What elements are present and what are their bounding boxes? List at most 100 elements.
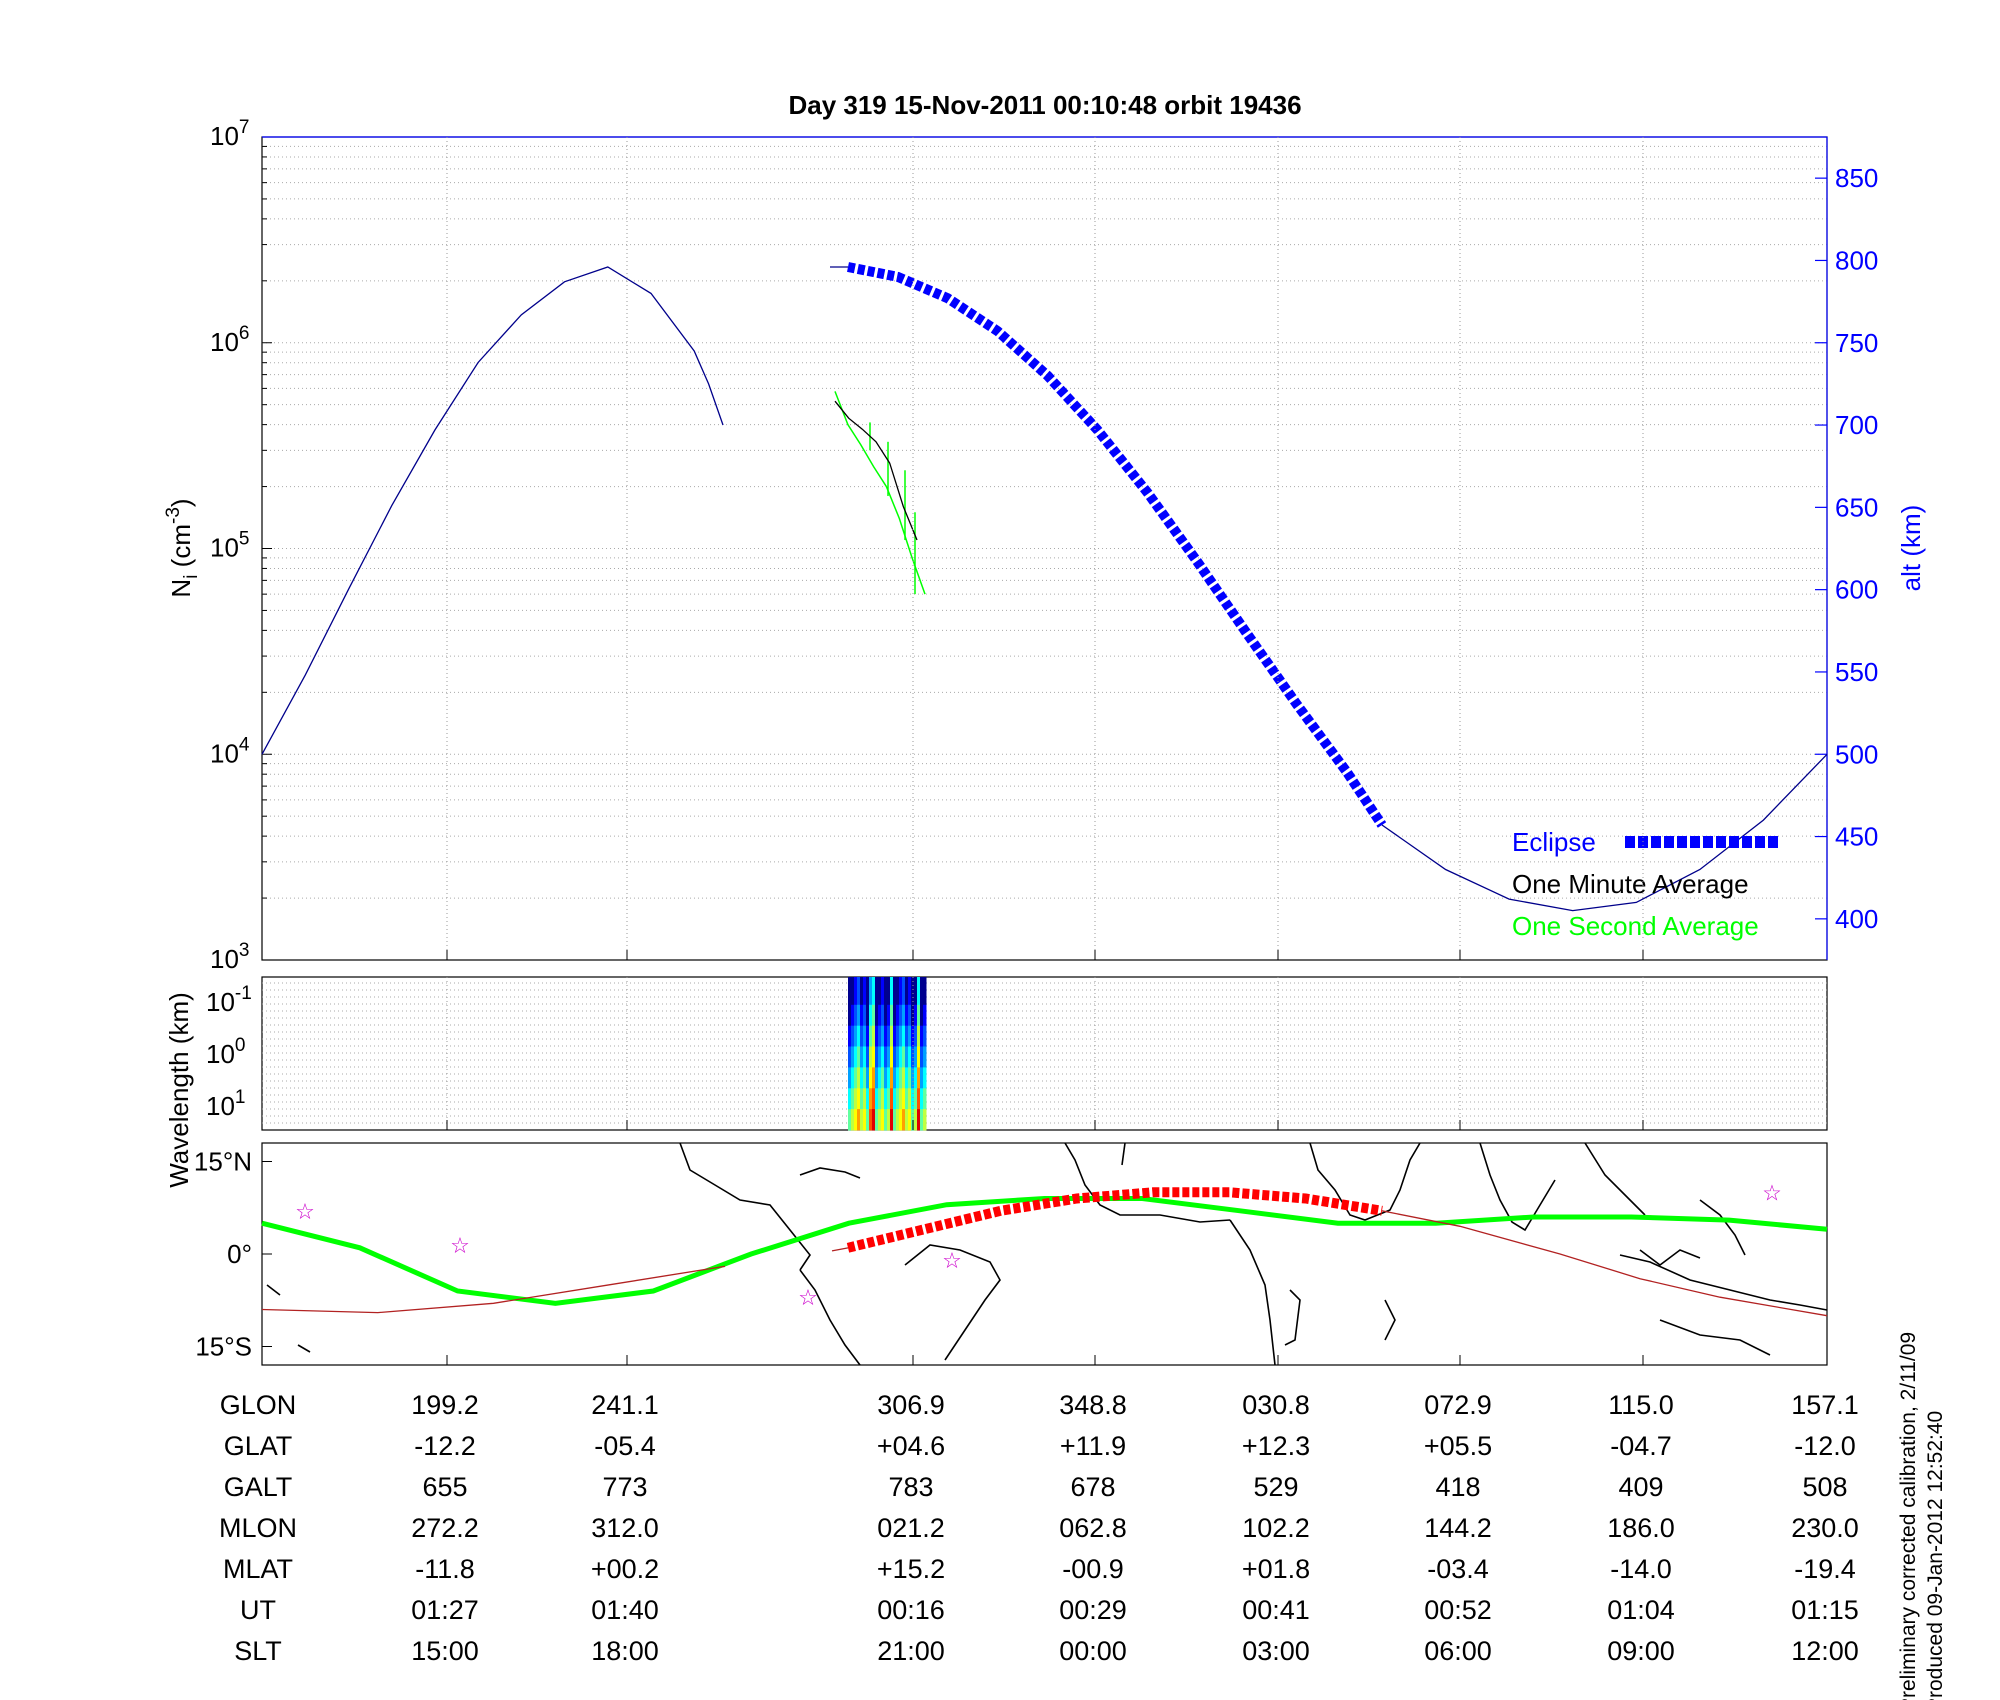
spectrogram-cell [887,1095,891,1103]
spectrogram-cell [890,977,894,985]
star-marker: ☆ [450,1234,470,1259]
spectrogram-cell [908,1081,912,1089]
spectrogram-cell [872,1060,876,1068]
spectrogram-cell [905,1018,909,1027]
spectrogram-cell [860,1032,864,1041]
spectrogram-cell [866,1025,870,1034]
spectrogram-cell [848,1095,852,1103]
spectrogram-cell [887,1102,891,1110]
spectrogram-cell [890,1095,894,1103]
spectrogram-cell [890,1011,894,1020]
table-cell: +01.8 [1242,1554,1310,1584]
spectrogram-cell [857,1018,861,1027]
coastline [1121,1142,1126,1166]
table-cell: 306.9 [877,1390,945,1420]
spectrogram-cell [920,1004,924,1013]
spectrogram-cell [854,1116,858,1124]
spectrogram-cell [923,1081,927,1089]
spectrogram-cell [902,1039,906,1048]
spectrogram-cell [902,1095,906,1103]
spectrogram-cell [923,1060,927,1068]
spectrogram-y-ticks: 10-1 100 101 [206,983,252,1121]
spectrogram-cell [878,1060,882,1068]
spectrogram-cell [854,1004,858,1013]
spectrogram-cell [848,1081,852,1089]
legend-one-minute-label: One Minute Average [1512,869,1749,899]
spectrogram-cell [854,1060,858,1068]
spectrogram-cell [905,984,909,992]
table-cell: 115.0 [1608,1390,1674,1420]
spectrogram-cell [911,977,915,985]
table-cell: -12.0 [1794,1431,1856,1461]
spectrogram-cell [854,1123,858,1131]
spectrogram-cell [917,977,921,985]
spectrogram-cell [911,1088,915,1096]
spectrogram-cell [884,1004,888,1013]
spectrogram-cell [866,977,870,985]
one-second-average-line [834,391,926,595]
coastlines [266,1142,1828,1366]
coastline [297,1344,311,1353]
spectrogram-cell [851,984,855,992]
spectrogram-cell [863,1109,867,1117]
spectrogram-cell [857,1109,861,1117]
spectrogram-cell [920,1032,924,1041]
spectrogram-cell [887,1088,891,1096]
spectrogram-cell [914,1081,918,1089]
orbit-track-line [261,1265,726,1314]
spectrogram-cell [884,1025,888,1034]
spectrogram-cell [848,1032,852,1041]
star-marker: ☆ [295,1200,315,1225]
spectrogram-cell [908,1032,912,1041]
spectrogram-cell [857,977,861,985]
spectrogram-cell [923,1039,927,1048]
spectrogram-cell [863,1067,867,1075]
spectrogram-cell [917,1088,921,1096]
spectrogram-cell [923,1123,927,1131]
spectrogram-cell [884,1018,888,1027]
spectrogram-cell [878,1081,882,1089]
spectrogram-cell [902,997,906,1006]
spectrogram-cell [881,977,885,985]
spectrogram-cell [860,1004,864,1013]
spectrogram-cell [866,1109,870,1117]
table-cell: 241.1 [591,1390,659,1420]
legend-eclipse-label: Eclipse [1512,827,1596,857]
table-cell: 199.2 [411,1390,479,1420]
spectrogram-cell [869,1060,873,1068]
spectrogram-cell [908,1074,912,1082]
spectrogram-cell [917,1074,921,1082]
spectrogram-cell [902,1081,906,1089]
spectrogram-cell [860,1116,864,1124]
spectrogram-cell [893,1074,897,1082]
coastline [1659,1319,1771,1356]
spectrogram-cell [902,1032,906,1041]
map-latitude-ticks: 15°N 0° 15°S [194,1147,272,1362]
spectrogram-cell [923,1109,927,1117]
spectrogram-cell [866,1095,870,1103]
spectrogram-cell [905,1039,909,1048]
spectrogram-cell [878,1088,882,1096]
spectrogram-cell [860,1018,864,1027]
spectrogram-cell [902,1011,906,1020]
legend: Eclipse One Minute Average One Second Av… [1512,827,1778,941]
spectrogram-cell [866,1074,870,1082]
spectrogram-cell [902,1116,906,1124]
spectrogram-cell [857,1095,861,1103]
table-cell: 01:15 [1791,1595,1859,1625]
spectrogram-cell [872,1004,876,1013]
spectrogram-cell [905,1046,909,1054]
altitude-tick-label: 550 [1835,657,1878,687]
spectrogram-cell [857,1060,861,1068]
spectrogram-cell [917,984,921,992]
spectrogram-cell [878,1067,882,1075]
spectrogram-cell [872,1088,876,1096]
spectrogram-cell [881,1109,885,1117]
spectrogram-cell [911,1011,915,1020]
spectrogram-cell [863,1011,867,1020]
spectrogram-cell [866,1123,870,1131]
spectrogram-cell [923,977,927,985]
spectrogram-cell [884,1039,888,1048]
spectrogram-cell [899,984,903,992]
spectrogram-cell [914,997,918,1006]
